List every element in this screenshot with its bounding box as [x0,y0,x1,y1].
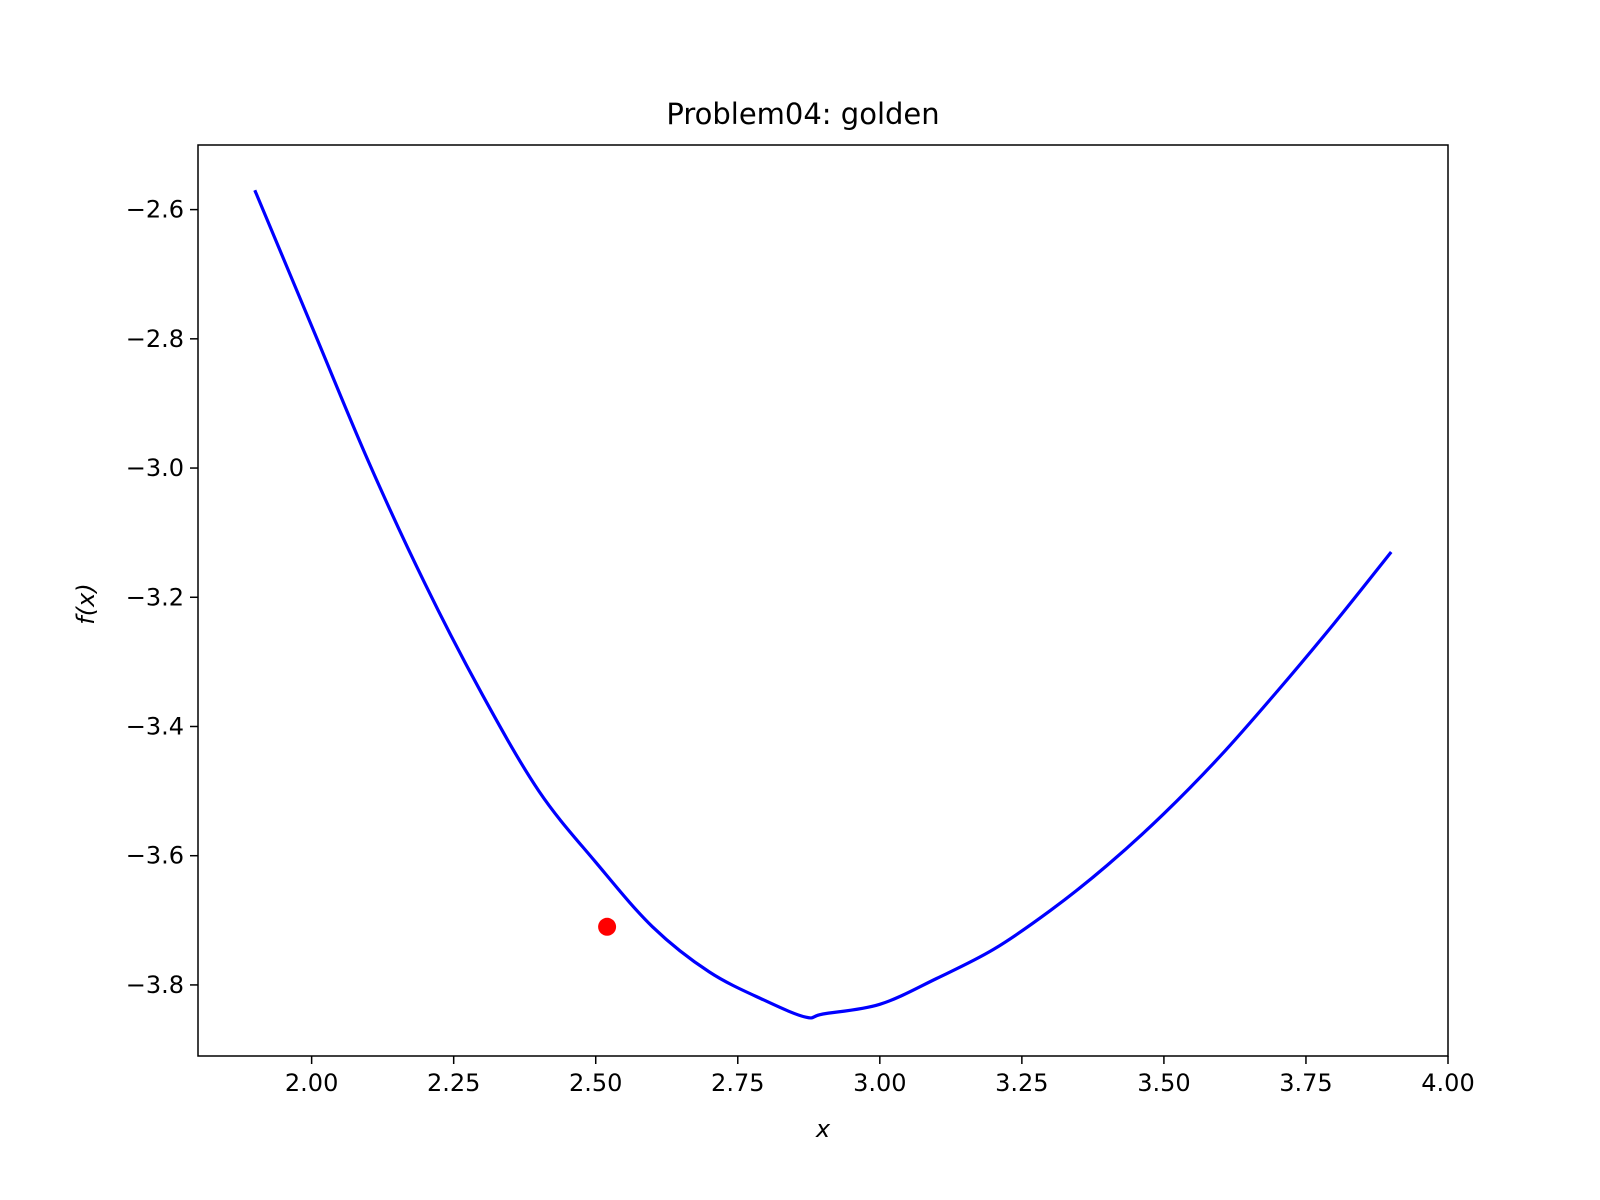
y-tick-label: −3.6 [126,842,184,870]
y-axis: −2.6 −2.8 −3.0 −3.2 −3.4 −3.6 −3.8 [126,196,198,999]
x-tick-label: 4.00 [1421,1069,1474,1097]
x-tick-label: 2.50 [569,1069,622,1097]
y-axis-title: f(x) [72,583,100,624]
x-tick-label: 3.50 [1137,1069,1190,1097]
y-tick-label: −3.4 [126,712,184,740]
x-tick-label: 2.00 [285,1069,338,1097]
y-tick-label: −3.0 [126,454,184,482]
axes-frame [197,144,1449,1057]
y-tick-label: −2.8 [126,325,184,353]
x-tick-label: 2.75 [711,1069,764,1097]
x-tick-label: 2.25 [427,1069,480,1097]
x-tick-label: 3.75 [1279,1069,1332,1097]
x-tick-label: 3.00 [853,1069,906,1097]
minimum-point-marker [598,917,617,936]
y-tick-label: −3.8 [126,971,184,999]
y-tick-label: −2.6 [126,196,184,224]
y-tick-label: −3.2 [126,583,184,611]
plot-area [253,189,1393,1020]
chart-title: Problem04: golden [666,97,939,131]
function-curve [253,189,1393,1020]
x-tick-label: 3.25 [995,1069,1048,1097]
x-axis: 2.00 2.25 2.50 2.75 3.00 3.25 3.50 3.75 4.00 [285,1056,1475,1097]
x-axis-title: x [815,1115,831,1143]
